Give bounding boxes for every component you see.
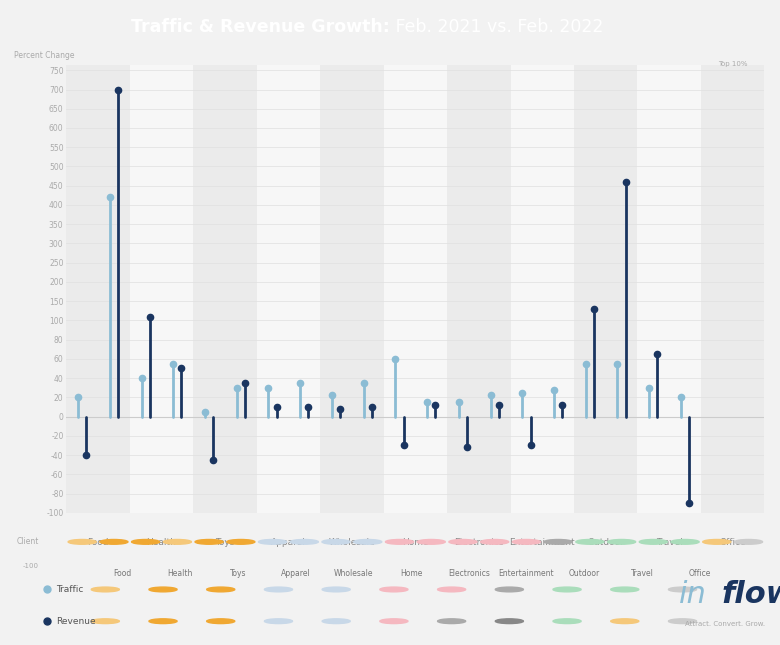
Circle shape (258, 539, 286, 544)
Circle shape (380, 587, 408, 592)
Circle shape (195, 539, 223, 544)
Circle shape (68, 539, 96, 544)
Circle shape (449, 539, 477, 544)
Text: -100: -100 (23, 562, 39, 569)
Circle shape (264, 619, 292, 624)
Bar (669, 64, 701, 513)
Text: Traffic: Traffic (56, 585, 83, 594)
Bar (66, 64, 98, 513)
Circle shape (512, 539, 541, 544)
Text: Office: Office (689, 569, 711, 578)
Text: Feb. 2021 vs. Feb. 2022: Feb. 2021 vs. Feb. 2022 (390, 19, 604, 36)
Circle shape (322, 619, 350, 624)
Circle shape (100, 539, 128, 544)
Circle shape (91, 587, 119, 592)
Circle shape (608, 539, 636, 544)
Text: Food: Food (113, 569, 132, 578)
Circle shape (290, 539, 318, 544)
Text: Health: Health (168, 569, 193, 578)
Bar (193, 64, 225, 513)
Bar (225, 64, 257, 513)
Circle shape (553, 587, 581, 592)
Bar (574, 64, 606, 513)
Bar (637, 64, 669, 513)
Text: Revenue: Revenue (56, 617, 96, 626)
Text: Client: Client (16, 537, 39, 546)
Circle shape (385, 539, 413, 544)
Circle shape (264, 587, 292, 592)
Circle shape (322, 587, 350, 592)
Bar (289, 64, 320, 513)
Circle shape (668, 587, 697, 592)
Circle shape (671, 539, 699, 544)
Text: Toys: Toys (229, 569, 246, 578)
Circle shape (380, 619, 408, 624)
Text: Attract. Convert. Grow.: Attract. Convert. Grow. (685, 621, 765, 627)
Circle shape (553, 619, 581, 624)
Text: Outdoor: Outdoor (569, 569, 600, 578)
Circle shape (149, 619, 177, 624)
Bar (161, 64, 193, 513)
Circle shape (576, 539, 604, 544)
Bar (606, 64, 637, 513)
Bar (479, 64, 511, 513)
Text: flow: flow (722, 580, 780, 610)
Bar (511, 64, 542, 513)
Circle shape (480, 539, 509, 544)
Text: Percent Change: Percent Change (14, 51, 74, 60)
Text: Top 10%: Top 10% (718, 61, 747, 67)
Circle shape (132, 539, 160, 544)
Bar (352, 64, 384, 513)
Circle shape (417, 539, 445, 544)
Circle shape (495, 587, 523, 592)
Text: Apparel: Apparel (281, 569, 310, 578)
Bar (415, 64, 447, 513)
Circle shape (207, 619, 235, 624)
Bar (320, 64, 352, 513)
Circle shape (163, 539, 191, 544)
Circle shape (668, 619, 697, 624)
Circle shape (611, 619, 639, 624)
Circle shape (207, 587, 235, 592)
Bar (732, 64, 764, 513)
Text: Home: Home (400, 569, 422, 578)
Circle shape (495, 619, 523, 624)
Circle shape (91, 619, 119, 624)
Circle shape (640, 539, 668, 544)
Circle shape (438, 587, 466, 592)
Bar (257, 64, 289, 513)
Bar (98, 64, 129, 513)
Bar (447, 64, 479, 513)
Circle shape (227, 539, 255, 544)
Circle shape (322, 539, 350, 544)
Circle shape (735, 539, 763, 544)
Circle shape (353, 539, 381, 544)
Bar (384, 64, 415, 513)
Text: Electronics: Electronics (448, 569, 490, 578)
Circle shape (703, 539, 731, 544)
Text: Traffic & Revenue Growth:: Traffic & Revenue Growth: (131, 19, 390, 36)
Circle shape (611, 587, 639, 592)
Circle shape (149, 587, 177, 592)
Bar (701, 64, 732, 513)
Circle shape (544, 539, 573, 544)
Text: in: in (679, 580, 707, 610)
Text: Wholesale: Wholesale (334, 569, 373, 578)
Text: Entertainment: Entertainment (498, 569, 555, 578)
Text: Travel: Travel (630, 569, 654, 578)
Bar (129, 64, 161, 513)
Circle shape (438, 619, 466, 624)
Bar (542, 64, 574, 513)
